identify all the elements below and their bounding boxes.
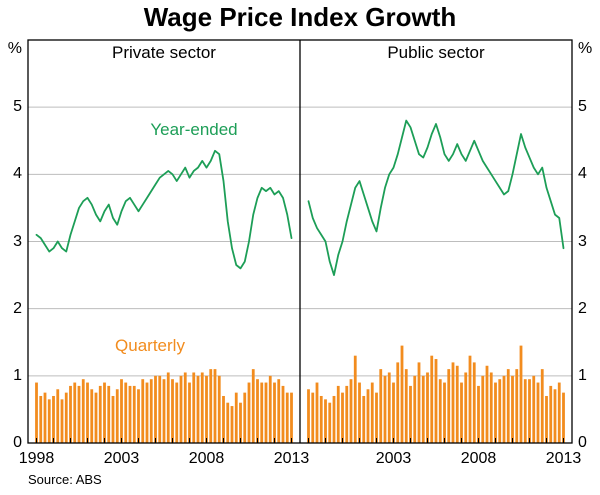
x-tick-label: 2008 [460,450,497,467]
x-tick-label: 2013 [545,450,582,467]
year-ended-series-label: Year-ended [150,120,238,139]
y-tick-label-left: 2 [13,299,22,317]
y-tick-label-left: 5 [13,98,22,116]
y-tick-label-right: 1 [578,366,587,384]
chart-title: Wage Price Index Growth [143,2,457,32]
y-tick-label-right: 2 [578,299,587,317]
y-tick-label-right: 0 [578,434,587,451]
y-tick-label-right: 3 [578,232,587,250]
x-tick-label: 2003 [103,450,140,467]
y-tick-label-left: 0 [13,434,22,451]
x-tick-label: 2013 [273,450,310,467]
x-tick-label: 2003 [375,450,412,467]
y-axis-unit-right: % [578,40,593,57]
y-tick-label-left: 1 [13,366,22,384]
x-tick-label: 1998 [18,450,55,467]
y-axis-unit-left: % [7,40,22,57]
panel-title-public: Public sector [387,43,485,62]
y-tick-label-left: 3 [13,232,22,250]
x-tick-label: 2008 [188,450,225,467]
y-tick-label-left: 4 [13,165,22,183]
source-note: Source: ABS [28,472,102,487]
y-tick-label-right: 5 [578,98,587,116]
panel-title-private: Private sector [112,43,216,62]
y-tick-label-right: 4 [578,165,587,183]
quarterly-series-label: Quarterly [115,336,185,355]
